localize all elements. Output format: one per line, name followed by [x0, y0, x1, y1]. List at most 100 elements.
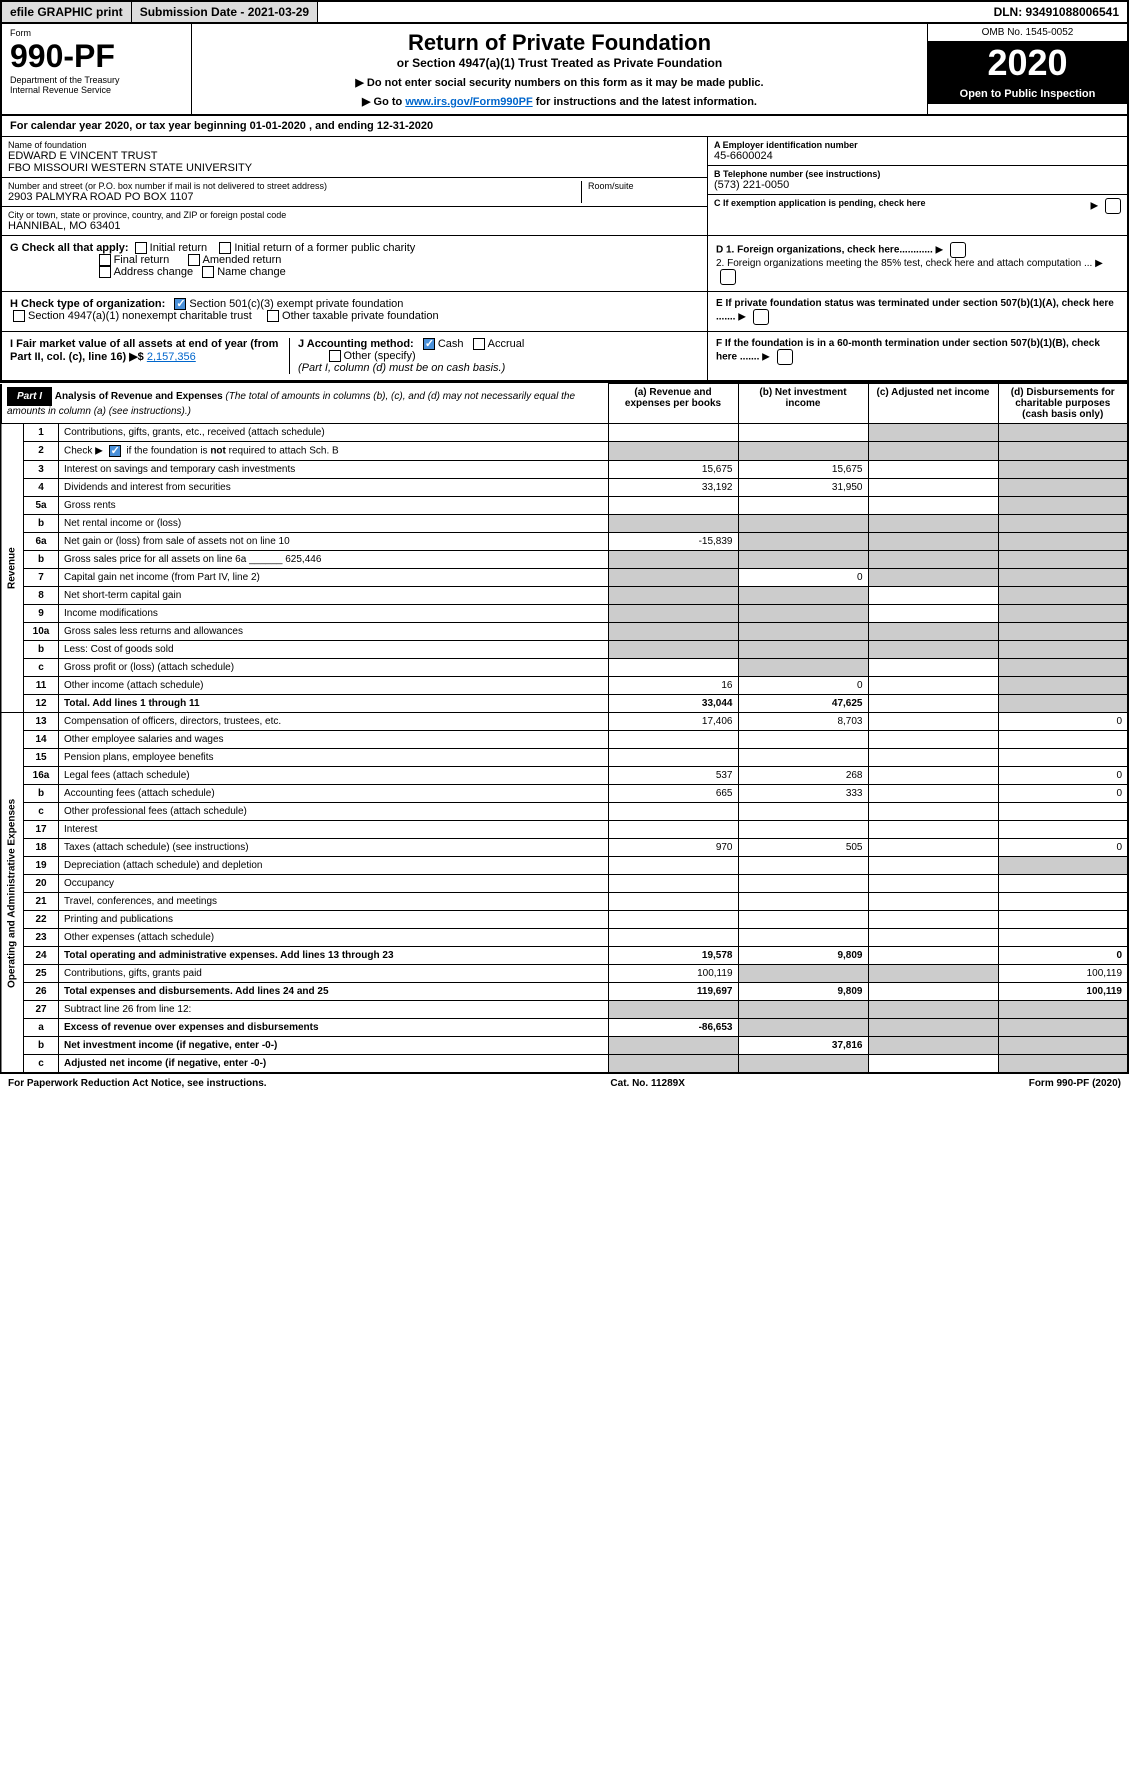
value-cell	[738, 605, 868, 623]
line-number: 5a	[24, 497, 59, 515]
table-row: 26Total expenses and disbursements. Add …	[1, 983, 1128, 1001]
exemption-checkbox[interactable]	[1105, 198, 1121, 214]
value-cell: 33,192	[608, 479, 738, 497]
value-cell	[868, 875, 998, 893]
final-return-checkbox[interactable]	[99, 254, 111, 266]
value-cell	[868, 1055, 998, 1073]
line-number: 13	[24, 713, 59, 731]
value-cell	[998, 461, 1128, 479]
name-change-checkbox[interactable]	[202, 266, 214, 278]
value-cell: 100,119	[998, 965, 1128, 983]
ssn-warning: ▶ Do not enter social security numbers o…	[202, 76, 917, 89]
value-cell: 100,119	[998, 983, 1128, 1001]
table-row: 7Capital gain net income (from Part IV, …	[1, 569, 1128, 587]
line-description: Occupancy	[59, 875, 609, 893]
line-description: Interest on savings and temporary cash i…	[59, 461, 609, 479]
line-description: Adjusted net income (if negative, enter …	[59, 1055, 609, 1073]
table-row: Operating and Administrative Expenses13C…	[1, 713, 1128, 731]
page-footer: For Paperwork Reduction Act Notice, see …	[0, 1073, 1129, 1093]
line-number: 21	[24, 893, 59, 911]
status-terminated-checkbox[interactable]	[753, 309, 769, 325]
value-cell	[998, 479, 1128, 497]
value-cell	[608, 551, 738, 569]
value-cell	[608, 857, 738, 875]
value-cell: -15,839	[608, 533, 738, 551]
value-cell: 19,578	[608, 947, 738, 965]
line-number: 17	[24, 821, 59, 839]
line-description: Gross rents	[59, 497, 609, 515]
value-cell	[738, 1055, 868, 1073]
table-row: 16aLegal fees (attach schedule)5372680	[1, 767, 1128, 785]
phone-value: (573) 221-0050	[714, 179, 1121, 191]
value-cell	[998, 911, 1128, 929]
irs-form-link[interactable]: www.irs.gov/Form990PF	[405, 96, 532, 108]
value-cell	[868, 1019, 998, 1037]
line-number: b	[24, 515, 59, 533]
value-cell	[998, 821, 1128, 839]
foreign-85-checkbox[interactable]	[720, 269, 736, 285]
other-method-checkbox[interactable]	[329, 350, 341, 362]
4947-checkbox[interactable]	[13, 310, 25, 322]
line-description: Other expenses (attach schedule)	[59, 929, 609, 947]
foundation-name-1: EDWARD E VINCENT TRUST	[8, 150, 701, 162]
line-number: 11	[24, 677, 59, 695]
value-cell	[608, 803, 738, 821]
address-change-checkbox[interactable]	[99, 266, 111, 278]
table-row: bNet investment income (if negative, ent…	[1, 1037, 1128, 1055]
value-cell	[868, 533, 998, 551]
initial-former-checkbox[interactable]	[219, 242, 231, 254]
line-description: Capital gain net income (from Part IV, l…	[59, 569, 609, 587]
line-number: 14	[24, 731, 59, 749]
check-section-ij: I Fair market value of all assets at end…	[0, 332, 1129, 383]
501c3-checkbox[interactable]	[174, 298, 186, 310]
line-description: Net rental income or (loss)	[59, 515, 609, 533]
value-cell	[738, 1019, 868, 1037]
value-cell: 0	[738, 569, 868, 587]
value-cell	[608, 1037, 738, 1055]
line-number: 20	[24, 875, 59, 893]
value-cell	[868, 659, 998, 677]
line-description: Contributions, gifts, grants paid	[59, 965, 609, 983]
amended-return-checkbox[interactable]	[188, 254, 200, 266]
street-address: 2903 PALMYRA ROAD PO BOX 1107	[8, 191, 581, 203]
value-cell	[868, 497, 998, 515]
col-d-header: (d) Disbursements for charitable purpose…	[998, 384, 1128, 424]
room-suite-label: Room/suite	[588, 181, 701, 191]
table-row: 2Check ▶ if the foundation is not requir…	[1, 442, 1128, 461]
foreign-org-checkbox[interactable]	[950, 242, 966, 258]
table-row: 4Dividends and interest from securities3…	[1, 479, 1128, 497]
table-row: cAdjusted net income (if negative, enter…	[1, 1055, 1128, 1073]
initial-return-checkbox[interactable]	[135, 242, 147, 254]
header-right: OMB No. 1545-0052 2020 Open to Public In…	[927, 24, 1127, 114]
value-cell	[738, 731, 868, 749]
cash-method-checkbox[interactable]	[423, 338, 435, 350]
omb-number: OMB No. 1545-0052	[928, 24, 1127, 42]
table-row: 18Taxes (attach schedule) (see instructi…	[1, 839, 1128, 857]
line-description: Gross sales price for all assets on line…	[59, 551, 609, 569]
line-number: b	[24, 641, 59, 659]
60-month-checkbox[interactable]	[777, 349, 793, 365]
value-cell	[868, 1001, 998, 1019]
value-cell	[998, 695, 1128, 713]
ein-value: 45-6600024	[714, 150, 1121, 162]
line-description: Subtract line 26 from line 12:	[59, 1001, 609, 1019]
table-row: 20Occupancy	[1, 875, 1128, 893]
line-description: Taxes (attach schedule) (see instruction…	[59, 839, 609, 857]
line-description: Gross sales less returns and allowances	[59, 623, 609, 641]
part1-table: Part I Analysis of Revenue and Expenses …	[0, 383, 1129, 1073]
value-cell	[608, 442, 738, 461]
efile-print-button[interactable]: efile GRAPHIC print	[2, 2, 132, 22]
other-taxable-checkbox[interactable]	[267, 310, 279, 322]
value-cell	[738, 911, 868, 929]
line-number: 18	[24, 839, 59, 857]
sch-b-checkbox[interactable]	[109, 445, 121, 457]
table-row: bNet rental income or (loss)	[1, 515, 1128, 533]
form-reference: Form 990-PF (2020)	[1029, 1078, 1121, 1089]
tax-year: 2020	[928, 42, 1127, 84]
line-number: 27	[24, 1001, 59, 1019]
line-number: 22	[24, 911, 59, 929]
value-cell: 9,809	[738, 947, 868, 965]
line-number: b	[24, 1037, 59, 1055]
accrual-method-checkbox[interactable]	[473, 338, 485, 350]
value-cell	[738, 587, 868, 605]
